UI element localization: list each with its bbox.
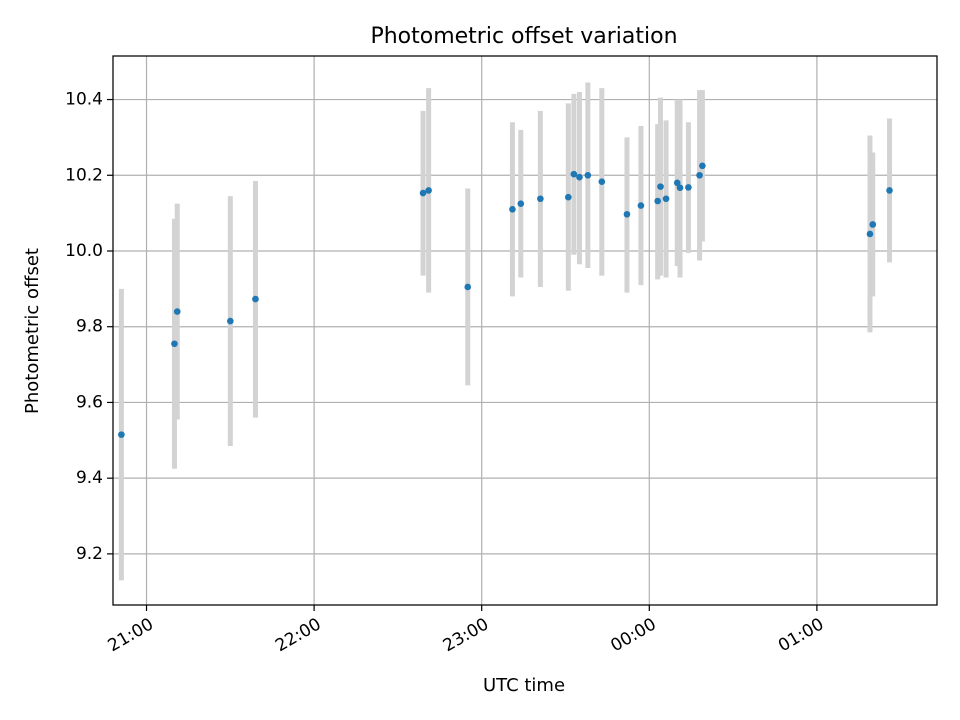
data-point — [419, 189, 427, 197]
data-point — [623, 210, 631, 218]
data-point — [654, 197, 661, 205]
data-point — [676, 184, 684, 192]
data-point — [886, 187, 893, 194]
y-tick-label: 10.2 — [65, 165, 103, 185]
data-point — [869, 221, 877, 228]
x-axis-label: UTC time — [483, 675, 565, 696]
data-point — [673, 179, 681, 187]
chart-title: Photometric offset variation — [370, 24, 677, 49]
data-point — [509, 206, 516, 213]
y-tick-label: 9.6 — [76, 392, 103, 412]
data-point — [464, 283, 472, 291]
data-point — [171, 340, 178, 348]
data-point — [564, 193, 572, 201]
data-point — [866, 230, 874, 238]
data-point — [118, 431, 125, 438]
grid — [113, 56, 937, 605]
data-point — [252, 295, 259, 303]
data-point — [570, 170, 578, 178]
data-point — [598, 178, 606, 186]
data-point — [576, 173, 583, 181]
y-tick-label: 9.2 — [76, 544, 103, 564]
data-point — [425, 187, 432, 194]
data-point — [699, 162, 706, 170]
data-point — [517, 200, 525, 207]
y-tick-label: 9.8 — [76, 317, 103, 337]
data-point — [637, 202, 645, 209]
y-tick-label: 10.4 — [65, 90, 103, 110]
data-point — [662, 195, 670, 203]
data-point — [537, 195, 544, 203]
data-point — [685, 184, 692, 191]
data-points — [118, 162, 893, 438]
y-tick-label: 10.0 — [65, 241, 103, 261]
axes-frame — [112, 55, 938, 606]
y-axis-label: Photometric offset — [22, 248, 43, 414]
data-point — [584, 171, 592, 179]
y-tick-label: 9.4 — [76, 468, 103, 488]
data-point — [227, 317, 234, 325]
data-point — [173, 308, 181, 315]
data-point — [657, 183, 664, 190]
data-point — [696, 171, 703, 179]
